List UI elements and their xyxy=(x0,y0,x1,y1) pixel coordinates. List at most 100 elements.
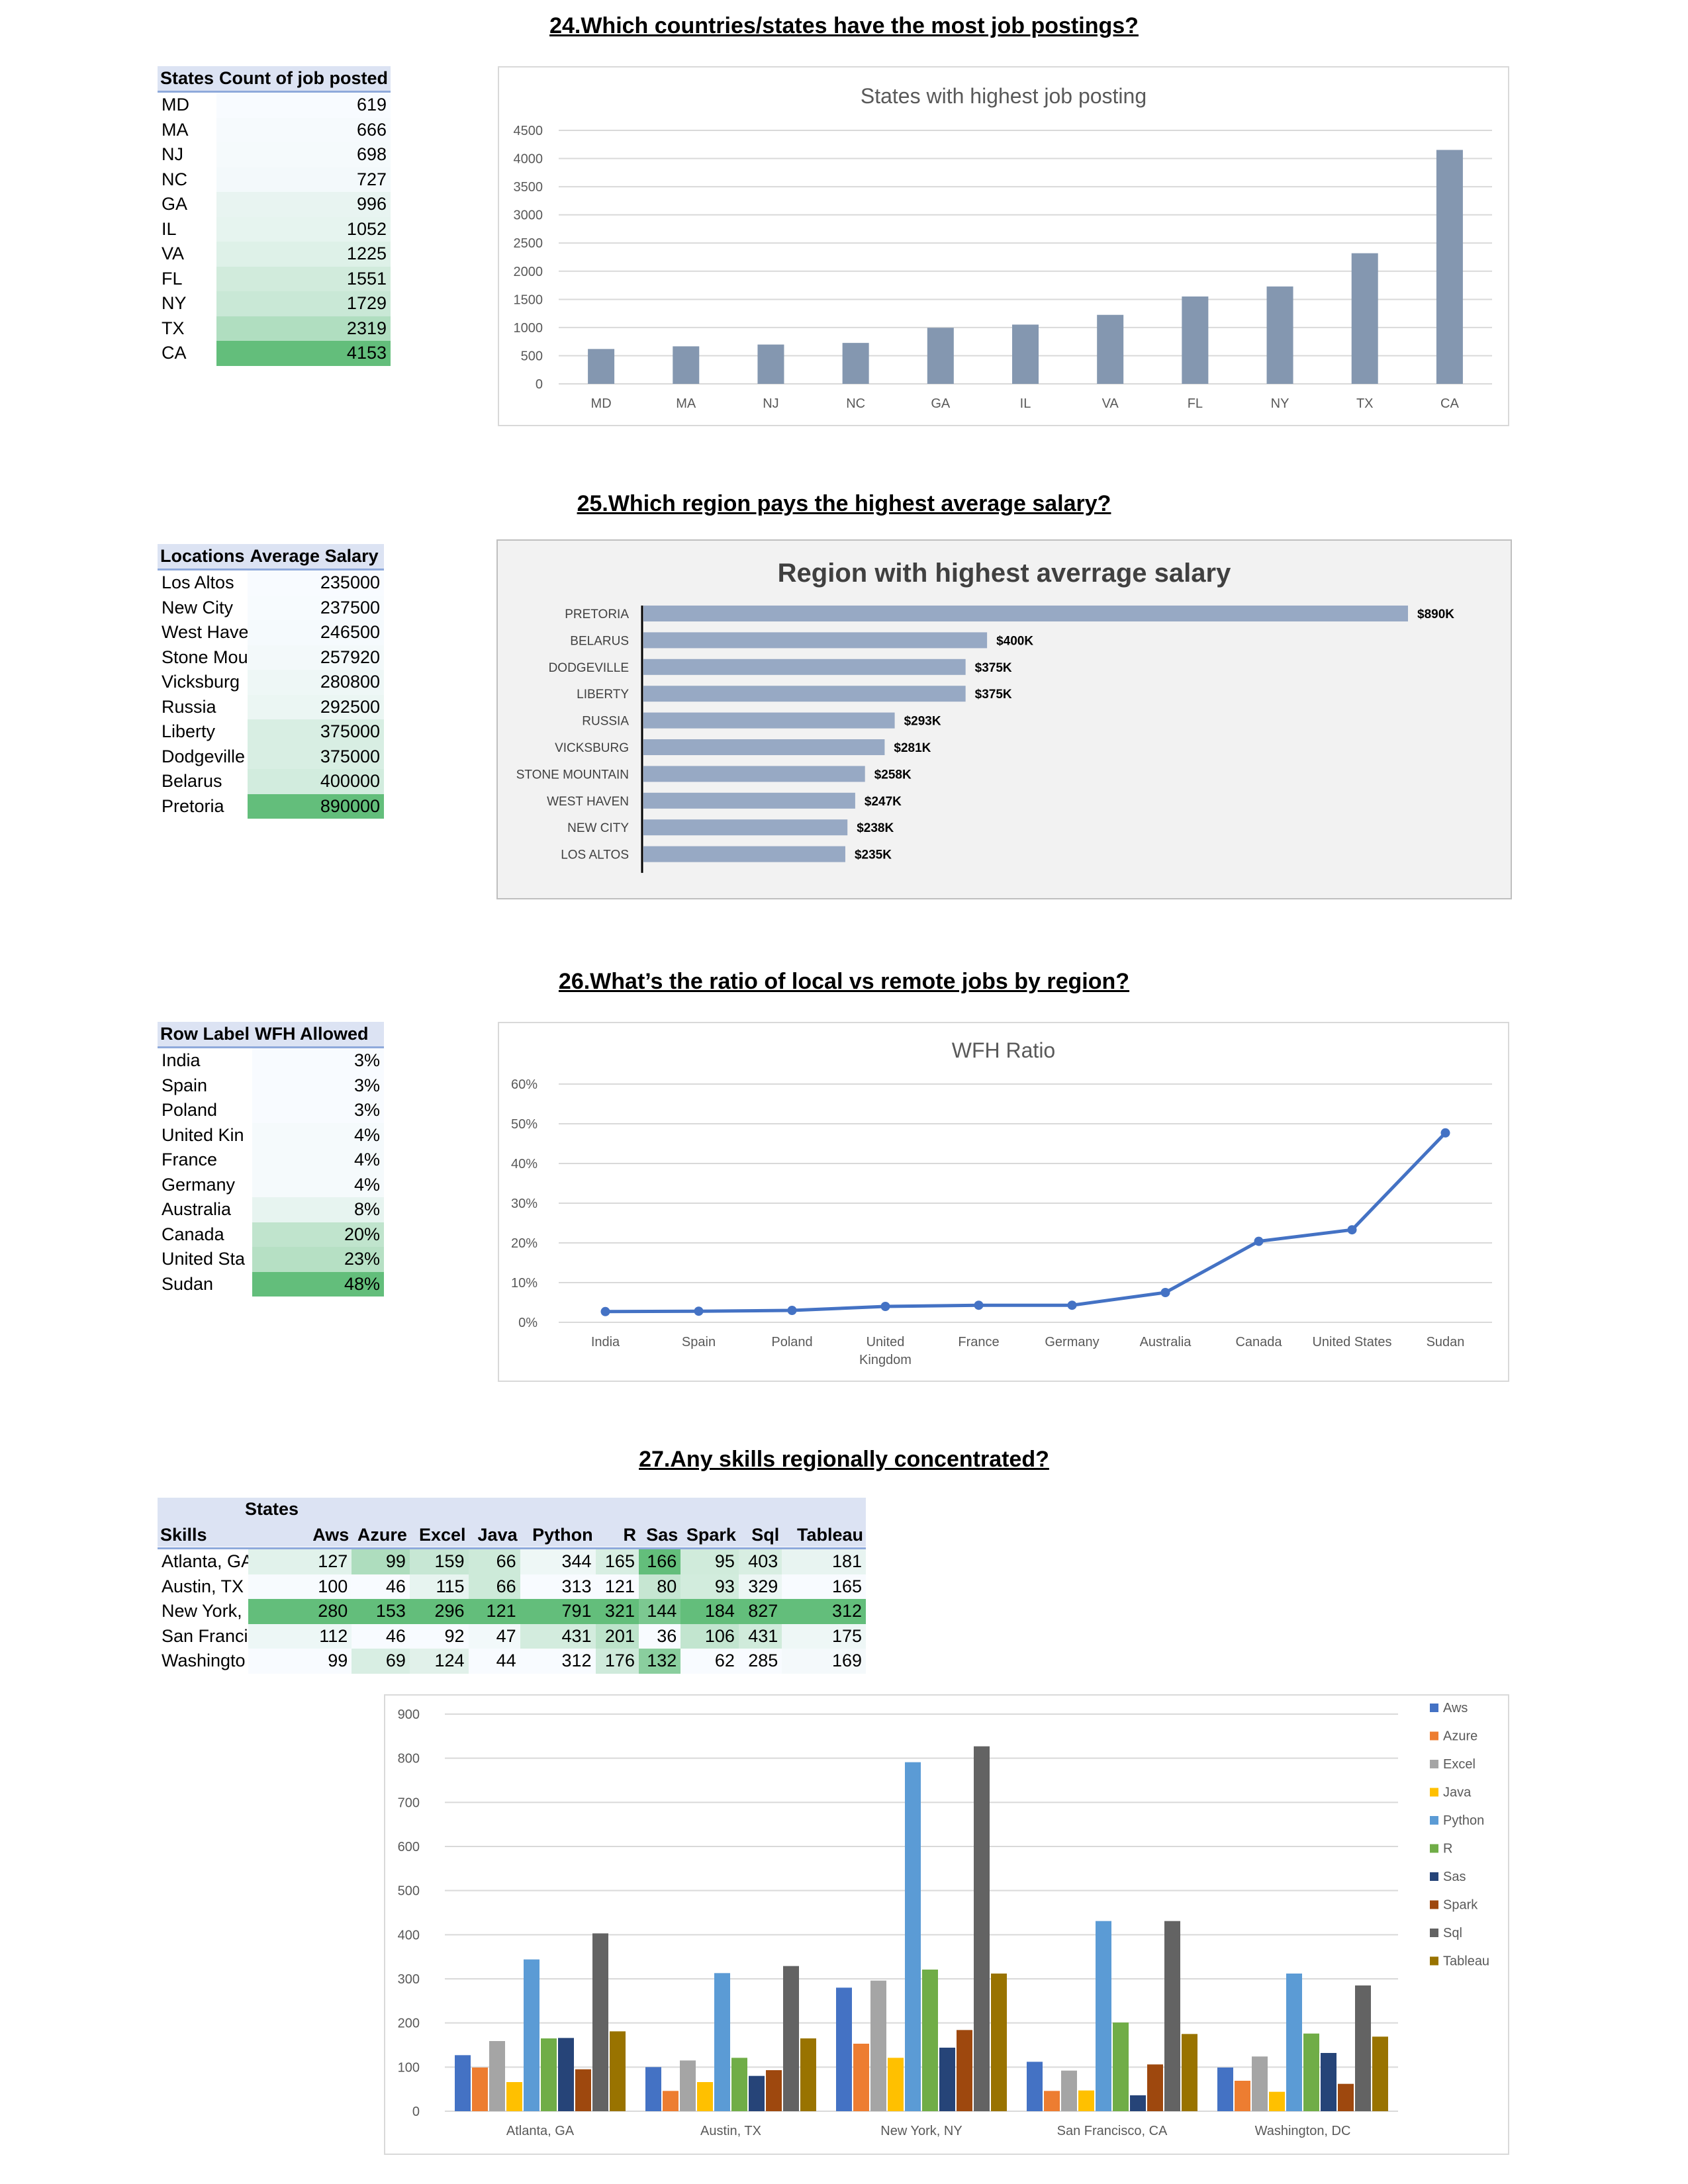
x-tick-label: IL xyxy=(1020,396,1031,411)
row-value: 20% xyxy=(252,1222,384,1247)
row-value: 4% xyxy=(252,1172,384,1197)
col-header-average-salary: Average Salary xyxy=(247,544,384,570)
x-tick-label: Washington, DC xyxy=(1255,2124,1351,2138)
table-row: Spain 3% xyxy=(158,1073,384,1098)
y-tick-label: DODGEVILLE xyxy=(549,661,629,675)
bar xyxy=(643,659,966,675)
y-tick-label: LOS ALTOS xyxy=(561,848,629,862)
legend-swatch xyxy=(1430,1731,1438,1741)
row-label: France xyxy=(162,1150,218,1170)
y-tick-label: WEST HAVEN xyxy=(547,795,629,809)
bar-sas xyxy=(749,2075,765,2111)
bar-excel xyxy=(1252,2056,1268,2111)
y-tick-label: 2000 xyxy=(514,265,543,279)
cell-value: 69 xyxy=(352,1649,410,1674)
row-value: 237500 xyxy=(247,595,384,620)
bar xyxy=(643,606,1408,621)
y-tick-label: 0% xyxy=(518,1316,538,1330)
skills-chart: 0 100 200 300 400 500 600 700 800 900 Atlanta, GA A… xyxy=(398,1701,1489,2138)
cell-value: 99 xyxy=(248,1649,352,1674)
x-tick-label: GA xyxy=(931,396,951,411)
cell-value: 106 xyxy=(680,1623,739,1649)
cell-value: 124 xyxy=(409,1649,469,1674)
row-label: Spain xyxy=(162,1075,208,1095)
bar-azure xyxy=(1235,2081,1250,2111)
row-label: Austin, TX xyxy=(162,1576,244,1596)
table-row: New York, 280 153 296 121 791 321 144 184 827 312 xyxy=(158,1599,866,1624)
table-row: Atlanta, GA 127 99 159 66 344 165 166 95 403 181 xyxy=(158,1548,866,1574)
y-tick-label: PRETORIA xyxy=(565,608,629,621)
x-tick-label: NJ xyxy=(763,396,778,411)
x-tick-label: San Francisco, CA xyxy=(1057,2124,1168,2138)
bar-r xyxy=(922,1970,938,2111)
row-value: 280800 xyxy=(247,670,384,695)
col-header-azure: Azure xyxy=(352,1523,410,1549)
x-tick-label: Australia xyxy=(1140,1335,1192,1349)
bar-sql xyxy=(974,1746,990,2111)
row-label: IL xyxy=(162,218,177,239)
y-tick-label: 100 xyxy=(398,2060,420,2075)
table-row: United Sta 23% xyxy=(158,1247,384,1272)
legend-label: Sql xyxy=(1443,1926,1462,1940)
job-postings-table: States Count of job posted MD 619 MA 666 NJ 6… xyxy=(158,66,391,366)
q24-title: 24.Which countries/states have the most … xyxy=(549,13,1139,38)
y-tick-label: 4500 xyxy=(514,124,543,138)
cell-value: 115 xyxy=(409,1574,469,1599)
x-tick-label: United xyxy=(867,1335,905,1349)
cell-value: 121 xyxy=(595,1574,639,1599)
legend-label: Spark xyxy=(1443,1898,1478,1913)
row-label: NC xyxy=(162,169,187,189)
bar-sql xyxy=(1355,1985,1371,2111)
salary-chart: Region with highest averrage salary PRET… xyxy=(516,559,1454,873)
x-tick-label: India xyxy=(591,1335,620,1349)
table-row: IL 1052 xyxy=(158,216,391,242)
x-tick-label: CA xyxy=(1440,396,1459,411)
table-row: West Have 246500 xyxy=(158,620,384,645)
table-row: Russia 292500 xyxy=(158,694,384,719)
row-value: 666 xyxy=(216,117,391,142)
row-value: 375000 xyxy=(247,719,384,745)
table-row: Washingto 99 69 124 44 312 176 132 62 285 169 xyxy=(158,1649,866,1674)
bar xyxy=(1351,253,1378,384)
bar-r xyxy=(541,2038,557,2111)
row-label: United Sta xyxy=(162,1249,246,1269)
row-label: Liberty xyxy=(162,721,216,742)
table-row: Liberty 375000 xyxy=(158,719,384,745)
bar xyxy=(643,632,988,649)
cell-value: 127 xyxy=(248,1548,352,1574)
x-tick-label: United States xyxy=(1312,1335,1391,1349)
chart-title: WFH Ratio xyxy=(952,1038,1055,1062)
table-row: Austin, TX 100 46 115 66 313 121 80 93 329 165 xyxy=(158,1574,866,1599)
y-tick-label: 50% xyxy=(511,1117,538,1132)
cell-value: 791 xyxy=(520,1599,596,1624)
table-row: NY 1729 xyxy=(158,291,391,316)
x-tick-label: Atlanta, GA xyxy=(506,2124,575,2138)
cell-value: 175 xyxy=(782,1623,866,1649)
bar-java xyxy=(1078,2090,1094,2111)
legend-swatch xyxy=(1430,1704,1438,1712)
bar-tableau xyxy=(1372,2036,1388,2111)
legend-label: Java xyxy=(1443,1786,1472,1800)
bar-tableau xyxy=(991,1974,1007,2111)
legend-swatch xyxy=(1430,1816,1438,1825)
row-label: GA xyxy=(162,194,188,214)
x-tick-label: NC xyxy=(846,396,865,411)
legend-label: Sas xyxy=(1443,1870,1466,1884)
legend-label: Excel xyxy=(1443,1757,1476,1772)
y-tick-label: 10% xyxy=(511,1276,538,1291)
row-value: 1551 xyxy=(216,266,391,291)
bar-spark xyxy=(957,2030,972,2111)
row-label: NY xyxy=(162,293,187,314)
bar-spark xyxy=(1147,2064,1163,2111)
table-row: Stone Mou 257920 xyxy=(158,645,384,670)
salary-chart-panel: Region with highest averrage salary PRET… xyxy=(496,539,1512,899)
bar-spark xyxy=(766,2070,782,2111)
bar xyxy=(1012,324,1039,384)
y-tick-label: RUSSIA xyxy=(582,715,629,729)
y-tick-label: 3500 xyxy=(514,180,543,195)
col-header-wfh-allowed: WFH Allowed xyxy=(252,1022,384,1048)
row-label: Pretoria xyxy=(162,796,224,816)
cell-value: 92 xyxy=(409,1623,469,1649)
cell-value: 153 xyxy=(352,1599,410,1624)
data-label: $293K xyxy=(904,715,941,729)
